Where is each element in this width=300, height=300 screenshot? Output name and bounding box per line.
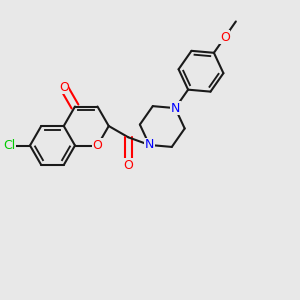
Text: O: O [59, 80, 69, 94]
Text: Cl: Cl [4, 139, 16, 152]
Text: N: N [145, 139, 154, 152]
Text: O: O [220, 31, 230, 44]
Text: O: O [93, 139, 102, 152]
Text: O: O [123, 158, 133, 172]
Text: N: N [170, 102, 180, 115]
